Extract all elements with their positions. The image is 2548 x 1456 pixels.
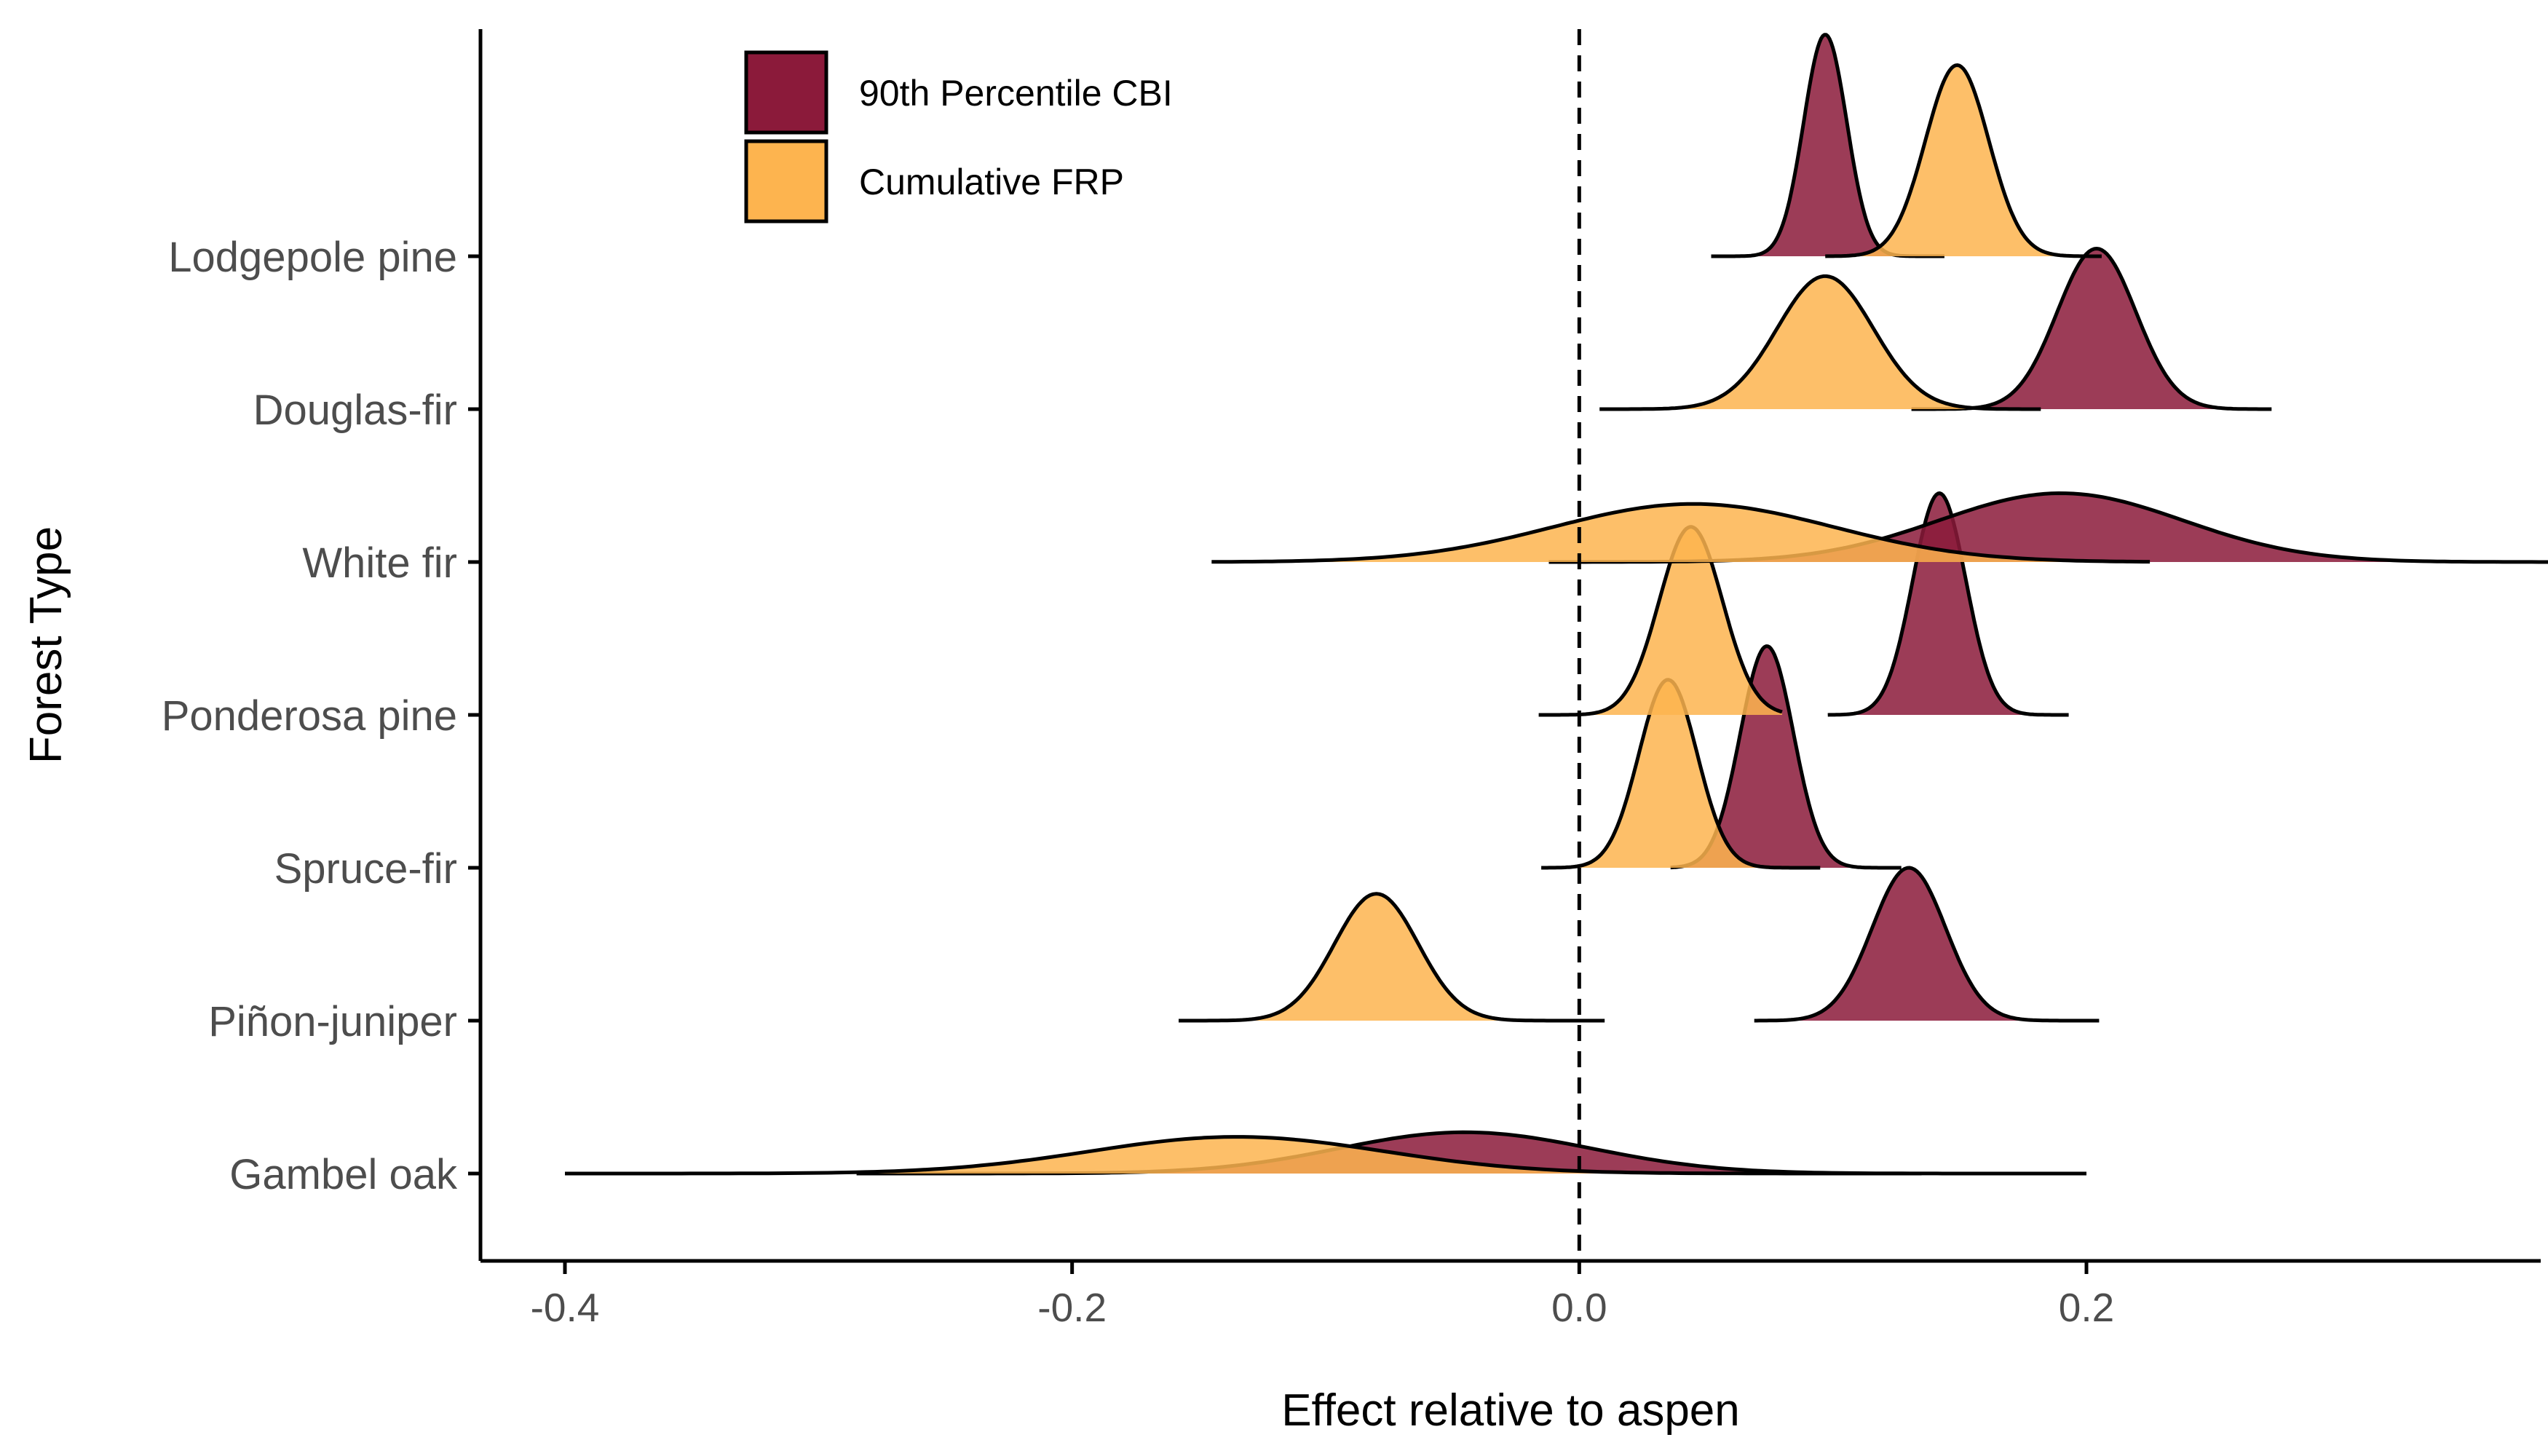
density-cumulative-frp-lodgepole-pine bbox=[1825, 65, 2102, 256]
y-axis-title: Forest Type bbox=[21, 526, 71, 764]
density-outline-cumulative-frp-douglas-fir bbox=[1599, 274, 2041, 411]
density-90th-percentile-cbi-pinon-juniper bbox=[1754, 868, 2100, 1021]
legend-label-90th-percentile-cbi: 90th Percentile CBI bbox=[859, 73, 1173, 114]
y-tick-label-gambel-oak: Gambel oak bbox=[229, 1151, 458, 1198]
density-cumulative-frp-spruce-fir bbox=[1541, 679, 1821, 868]
x-tick-label: -0.2 bbox=[1037, 1285, 1107, 1330]
density-outline-90th-percentile-cbi-ponderosa-pine bbox=[1827, 491, 2069, 717]
density-outline-cumulative-frp-white-fir bbox=[1211, 502, 2151, 564]
density-cumulative-frp-pinon-juniper bbox=[1179, 893, 1605, 1021]
density-outline-cumulative-frp-gambel-oak bbox=[565, 1135, 1922, 1176]
x-tick-label: 0.0 bbox=[1551, 1285, 1607, 1330]
density-90th-percentile-cbi-gambel-oak bbox=[856, 1132, 2086, 1174]
density-cumulative-frp-white-fir bbox=[1211, 504, 2151, 562]
y-tick-label-pinon-juniper: Piñon-juniper bbox=[208, 998, 457, 1045]
x-axis-title: Effect relative to aspen bbox=[1281, 1385, 1740, 1436]
density-90th-percentile-cbi-spruce-fir bbox=[1670, 646, 1902, 868]
ridges-layer bbox=[565, 33, 2548, 1176]
density-90th-percentile-cbi-ponderosa-pine bbox=[1827, 493, 2069, 715]
density-outline-90th-percentile-cbi-pinon-juniper bbox=[1754, 866, 2100, 1023]
legend-label-cumulative-frp: Cumulative FRP bbox=[859, 162, 1124, 202]
density-cumulative-frp-ponderosa-pine bbox=[1538, 526, 1782, 715]
y-tick-label-spruce-fir: Spruce-fir bbox=[274, 845, 457, 893]
legend-swatch-cumulative-frp bbox=[744, 139, 828, 223]
density-90th-percentile-cbi-lodgepole-pine bbox=[1711, 34, 1944, 256]
density-90th-percentile-cbi-douglas-fir bbox=[1911, 248, 2272, 409]
legend: 90th Percentile CBI Cumulative FRP bbox=[744, 50, 1173, 223]
x-tick-label: -0.4 bbox=[531, 1285, 600, 1330]
y-tick-label-lodgepole-pine: Lodgepole pine bbox=[168, 234, 457, 281]
y-tick-label-white-fir: White fir bbox=[302, 539, 457, 587]
legend-swatch-90th-percentile-cbi bbox=[744, 50, 828, 135]
density-cumulative-frp-gambel-oak bbox=[565, 1136, 1922, 1174]
density-outline-cumulative-frp-lodgepole-pine bbox=[1825, 63, 2102, 258]
density-outline-cumulative-frp-pinon-juniper bbox=[1179, 892, 1605, 1023]
x-axis-ticks: -0.4 -0.2 0.0 0.2 bbox=[531, 1261, 2114, 1330]
density-90th-percentile-cbi-white-fir bbox=[1548, 493, 2548, 562]
y-axis-ticks: Lodgepole pine Douglas-fir White fir Ponder… bbox=[162, 234, 480, 1198]
y-tick-label-ponderosa-pine: Ponderosa pine bbox=[162, 692, 457, 740]
density-cumulative-frp-douglas-fir bbox=[1599, 276, 2041, 409]
y-tick-label-douglas-fir: Douglas-fir bbox=[253, 387, 457, 434]
x-tick-label: 0.2 bbox=[2059, 1285, 2114, 1330]
